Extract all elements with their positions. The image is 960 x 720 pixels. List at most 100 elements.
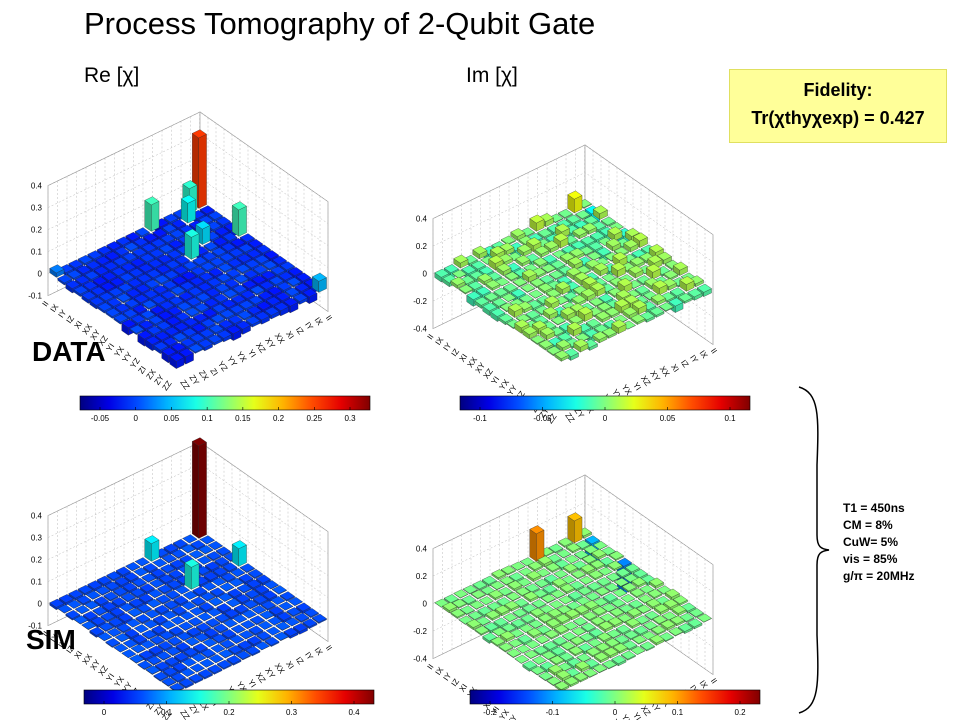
bar bbox=[520, 614, 536, 625]
bar bbox=[600, 216, 616, 227]
bar bbox=[225, 598, 241, 608]
bar bbox=[668, 297, 684, 313]
bar bbox=[149, 635, 165, 646]
bar bbox=[672, 595, 688, 606]
bar bbox=[650, 625, 666, 636]
bar bbox=[222, 289, 238, 300]
bar bbox=[631, 577, 647, 589]
bar bbox=[103, 591, 119, 602]
bar bbox=[165, 646, 181, 657]
sim-row-label: SIM bbox=[26, 624, 76, 655]
bar bbox=[617, 278, 633, 294]
col-tick-label: II bbox=[41, 629, 51, 638]
bar bbox=[207, 664, 223, 675]
bar bbox=[574, 660, 590, 673]
bar bbox=[489, 580, 505, 591]
bar bbox=[500, 565, 516, 576]
bar bbox=[100, 612, 116, 623]
z-tick-label: 0.1 bbox=[31, 248, 43, 257]
bar bbox=[254, 641, 270, 651]
colorbar-tick-label: -0.1 bbox=[473, 414, 487, 423]
bar bbox=[267, 616, 283, 626]
bar bbox=[696, 613, 712, 623]
z-tick-label: 0.4 bbox=[416, 545, 428, 554]
bar bbox=[259, 610, 275, 620]
bar bbox=[161, 677, 177, 687]
colorbar-tick-label: 0.15 bbox=[235, 414, 251, 423]
z-tick-label: 0.4 bbox=[416, 215, 428, 224]
z-tick-label: 0.2 bbox=[31, 556, 43, 565]
bar bbox=[134, 557, 150, 567]
bar bbox=[507, 580, 523, 592]
bar bbox=[545, 618, 561, 630]
bar bbox=[180, 194, 196, 224]
bar bbox=[560, 641, 576, 651]
bar bbox=[498, 642, 514, 653]
bar bbox=[595, 311, 611, 323]
bar bbox=[512, 608, 528, 619]
bar bbox=[469, 600, 485, 610]
bar bbox=[633, 625, 649, 637]
row-tick-label: YY bbox=[610, 718, 624, 720]
bar bbox=[567, 256, 583, 270]
bar bbox=[206, 551, 222, 562]
bar bbox=[534, 578, 550, 589]
bar bbox=[568, 315, 584, 327]
bar bbox=[521, 268, 537, 283]
bar bbox=[137, 660, 153, 670]
bar bbox=[210, 644, 226, 653]
bar bbox=[472, 580, 488, 591]
row-tick-label: XI bbox=[669, 362, 681, 373]
cbar-sim-re: 0 0.1 0.2 0.3 0.4 bbox=[83, 689, 375, 717]
bar bbox=[231, 201, 247, 237]
bar bbox=[202, 638, 218, 648]
bar bbox=[485, 610, 501, 621]
z-tick-label: 0 bbox=[423, 600, 428, 609]
fidelity-box: Fidelity: Tr(χthyχexp) = 0.427 bbox=[729, 69, 947, 143]
bar bbox=[176, 301, 192, 313]
bar bbox=[217, 592, 233, 602]
bar bbox=[555, 339, 571, 352]
row-tick-label: IY bbox=[303, 320, 315, 332]
bar bbox=[577, 586, 593, 597]
bar bbox=[557, 209, 573, 219]
bar bbox=[286, 277, 302, 288]
bar bbox=[645, 263, 661, 280]
bar bbox=[688, 608, 704, 618]
bar bbox=[611, 655, 627, 667]
col-tick-label: IY bbox=[442, 341, 454, 353]
bar bbox=[145, 665, 161, 675]
bar bbox=[172, 332, 188, 343]
bar bbox=[596, 632, 612, 643]
bar bbox=[264, 636, 280, 647]
bar bbox=[538, 671, 554, 682]
bar bbox=[628, 265, 644, 279]
param-g: g/π = 20MHz bbox=[843, 569, 915, 583]
bar bbox=[612, 588, 628, 598]
bar bbox=[199, 535, 215, 545]
param-cm: CM = 8% bbox=[843, 518, 893, 532]
bar bbox=[195, 292, 211, 304]
bar bbox=[625, 617, 641, 629]
bar bbox=[520, 283, 536, 293]
bar bbox=[477, 273, 493, 286]
row-tick-label: II bbox=[709, 347, 719, 356]
bar bbox=[130, 644, 146, 654]
bar bbox=[650, 293, 666, 306]
bar bbox=[247, 569, 263, 580]
bar bbox=[542, 641, 558, 652]
bar bbox=[125, 562, 141, 572]
bar bbox=[510, 561, 526, 571]
bar bbox=[178, 621, 194, 631]
bar bbox=[275, 621, 291, 631]
bar bbox=[652, 279, 668, 296]
bar bbox=[612, 643, 628, 654]
bar bbox=[113, 313, 129, 325]
bar bbox=[636, 604, 652, 615]
bar bbox=[113, 643, 129, 653]
bar bbox=[238, 630, 254, 640]
bar bbox=[156, 651, 172, 661]
bar bbox=[525, 640, 541, 649]
col-tick-label: IY bbox=[57, 308, 69, 320]
bar bbox=[442, 601, 458, 614]
